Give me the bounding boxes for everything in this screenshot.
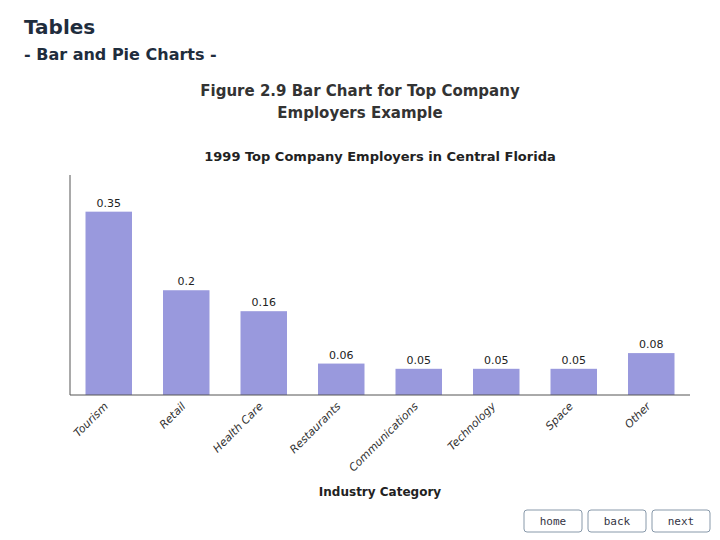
bar — [86, 212, 133, 395]
data-label: 0.05 — [407, 354, 432, 367]
x-tick-label: Retail — [157, 400, 189, 432]
nav-button[interactable]: home — [524, 510, 582, 532]
data-label: 0.2 — [178, 275, 196, 288]
figure-sublabel: Employers Example — [277, 104, 442, 122]
bar — [241, 311, 288, 395]
page: Tables - Bar and Pie Charts - Figure 2.9 B… — [0, 0, 720, 540]
x-tick-label: Other — [622, 399, 654, 431]
data-label: 0.05 — [484, 354, 509, 367]
y-axis — [70, 175, 71, 395]
bar — [163, 290, 210, 395]
x-tick-label: Tourism — [71, 400, 111, 440]
slide-title: Tables — [24, 15, 95, 39]
bar — [396, 369, 443, 395]
data-label: 0.16 — [252, 296, 277, 309]
nav-button-box[interactable] — [524, 510, 582, 532]
data-label: 0.35 — [97, 197, 122, 210]
x-tick-label: Health Care — [210, 400, 266, 456]
nav-button-label[interactable]: next — [668, 515, 695, 528]
x-tick-label: Technology — [445, 400, 498, 453]
nav-button-label[interactable]: back — [604, 515, 631, 528]
x-tick-label: Space — [543, 400, 576, 433]
slide: Tables - Bar and Pie Charts - Figure 2.9 B… — [0, 0, 720, 540]
bar — [628, 353, 675, 395]
nav-button-box[interactable] — [588, 510, 646, 532]
x-tick-label: Restaurants — [287, 400, 343, 456]
figure-label: Figure 2.9 Bar Chart for Top Company — [200, 82, 520, 100]
chart-title: 1999 Top Company Employers in Central Fl… — [204, 149, 556, 164]
bar — [473, 369, 520, 395]
nav-button[interactable]: back — [588, 510, 646, 532]
bars — [86, 212, 675, 395]
bar — [318, 364, 365, 395]
slide-subtitle: - Bar and Pie Charts - — [24, 45, 217, 64]
nav-button-label[interactable]: home — [540, 515, 567, 528]
data-label: 0.08 — [639, 338, 664, 351]
nav-button-box[interactable] — [652, 510, 710, 532]
x-tick-label: Communications — [346, 400, 421, 475]
data-label: 0.05 — [562, 354, 587, 367]
x-axis-label: Industry Category — [319, 485, 441, 499]
data-label: 0.06 — [329, 349, 354, 362]
nav-button[interactable]: next — [652, 510, 710, 532]
x-axis — [70, 395, 690, 396]
bar — [551, 369, 598, 395]
